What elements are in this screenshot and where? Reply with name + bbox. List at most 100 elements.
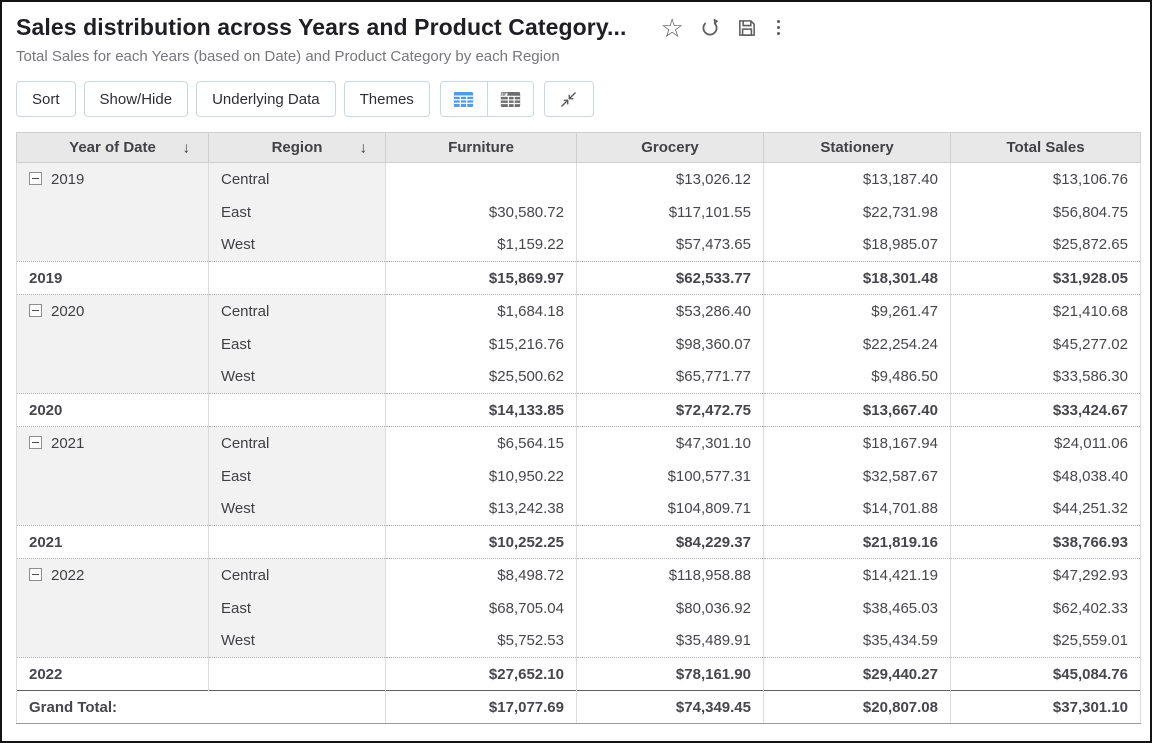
value-cell[interactable]: $38,465.03 (763, 591, 951, 625)
value-cell[interactable]: $53,286.40 (576, 294, 764, 328)
value-cell[interactable]: $9,486.50 (763, 360, 951, 394)
value-cell[interactable]: $25,559.01 (950, 624, 1141, 658)
underlying-data-button[interactable]: Underlying Data (196, 81, 336, 117)
year-cell[interactable]: 2021 (16, 426, 209, 460)
value-cell[interactable]: $21,819.16 (763, 525, 951, 559)
value-cell[interactable]: $118,958.88 (576, 558, 764, 592)
refresh-icon[interactable] (699, 17, 721, 39)
pivot-view-button[interactable] (486, 82, 533, 116)
region-cell[interactable]: East (208, 591, 386, 625)
value-cell[interactable]: $15,216.76 (385, 327, 577, 361)
value-cell[interactable]: $9,261.47 (763, 294, 951, 328)
value-cell[interactable]: $56,804.75 (950, 195, 1141, 229)
column-header-year-of-date[interactable]: Year of Date ↓ (16, 132, 209, 163)
value-cell[interactable]: $38,766.93 (950, 525, 1141, 559)
column-header-furniture[interactable]: Furniture (385, 132, 577, 163)
value-cell[interactable]: $22,731.98 (763, 195, 951, 229)
region-cell[interactable]: East (208, 195, 386, 229)
favorite-star-icon[interactable]: ☆ (660, 12, 684, 43)
region-cell[interactable]: West (208, 360, 386, 394)
value-cell[interactable]: $18,985.07 (763, 228, 951, 262)
column-header-total-sales[interactable]: Total Sales (950, 132, 1141, 163)
value-cell[interactable]: $72,472.75 (576, 393, 764, 427)
value-cell[interactable]: $13,106.76 (950, 162, 1141, 196)
value-cell[interactable]: $100,577.31 (576, 459, 764, 493)
more-options-kebab-icon[interactable] (773, 19, 784, 36)
value-cell[interactable]: $48,038.40 (950, 459, 1141, 493)
value-cell[interactable]: $37,301.10 (950, 690, 1141, 724)
value-cell[interactable]: $45,084.76 (950, 657, 1141, 691)
value-cell[interactable]: $47,301.10 (576, 426, 764, 460)
value-cell[interactable]: $13,242.38 (385, 492, 577, 526)
value-cell[interactable]: $62,402.33 (950, 591, 1141, 625)
value-cell[interactable]: $25,872.65 (950, 228, 1141, 262)
collapse-minus-icon[interactable] (29, 567, 42, 581)
year-cell[interactable]: 2019 (16, 162, 209, 196)
value-cell[interactable]: $104,809.71 (576, 492, 764, 526)
value-cell[interactable]: $45,277.02 (950, 327, 1141, 361)
value-cell[interactable]: $25,500.62 (385, 360, 577, 394)
value-cell[interactable]: $74,349.45 (576, 690, 764, 724)
value-cell[interactable]: $1,159.22 (385, 228, 577, 262)
region-cell[interactable]: West (208, 624, 386, 658)
value-cell[interactable]: $1,684.18 (385, 294, 577, 328)
collapse-minus-icon[interactable] (29, 435, 42, 449)
sort-button[interactable]: Sort (16, 81, 76, 117)
region-cell[interactable]: East (208, 327, 386, 361)
collapse-minus-icon[interactable] (29, 171, 42, 185)
value-cell[interactable]: $68,705.04 (385, 591, 577, 625)
year-cell[interactable]: 2020 (16, 294, 209, 328)
collapse-all-button[interactable] (543, 81, 594, 117)
collapse-minus-icon[interactable] (29, 303, 42, 317)
themes-button[interactable]: Themes (343, 81, 430, 117)
value-cell[interactable]: $14,701.88 (763, 492, 951, 526)
value-cell[interactable]: $44,251.32 (950, 492, 1141, 526)
value-cell[interactable]: $17,077.69 (385, 690, 577, 724)
value-cell[interactable]: $22,254.24 (763, 327, 951, 361)
value-cell[interactable]: $98,360.07 (576, 327, 764, 361)
value-cell[interactable]: $6,564.15 (385, 426, 577, 460)
value-cell[interactable]: $13,667.40 (763, 393, 951, 427)
value-cell[interactable]: $13,187.40 (763, 162, 951, 196)
value-cell[interactable]: $13,026.12 (576, 162, 764, 196)
sort-descending-icon[interactable]: ↓ (182, 139, 191, 156)
value-cell[interactable]: $14,421.19 (763, 558, 951, 592)
value-cell[interactable]: $20,807.08 (763, 690, 951, 724)
table-view-button[interactable] (440, 82, 487, 116)
show-hide-button[interactable]: Show/Hide (83, 81, 189, 117)
value-cell[interactable]: $21,410.68 (950, 294, 1141, 328)
value-cell[interactable]: $62,533.77 (576, 261, 764, 295)
value-cell[interactable]: $27,652.10 (385, 657, 577, 691)
year-cell[interactable]: 2022 (16, 558, 209, 592)
value-cell[interactable]: $8,498.72 (385, 558, 577, 592)
value-cell[interactable]: $33,586.30 (950, 360, 1141, 394)
region-cell[interactable]: Central (208, 294, 386, 328)
value-cell[interactable] (385, 162, 577, 196)
value-cell[interactable]: $5,752.53 (385, 624, 577, 658)
value-cell[interactable]: $29,440.27 (763, 657, 951, 691)
region-cell[interactable]: West (208, 492, 386, 526)
value-cell[interactable]: $14,133.85 (385, 393, 577, 427)
value-cell[interactable]: $31,928.05 (950, 261, 1141, 295)
value-cell[interactable]: $35,489.91 (576, 624, 764, 658)
region-cell[interactable]: Central (208, 162, 386, 196)
column-header-grocery[interactable]: Grocery (576, 132, 764, 163)
value-cell[interactable]: $33,424.67 (950, 393, 1141, 427)
value-cell[interactable]: $78,161.90 (576, 657, 764, 691)
value-cell[interactable]: $32,587.67 (763, 459, 951, 493)
value-cell[interactable]: $15,869.97 (385, 261, 577, 295)
value-cell[interactable]: $57,473.65 (576, 228, 764, 262)
value-cell[interactable]: $18,167.94 (763, 426, 951, 460)
region-cell[interactable]: Central (208, 558, 386, 592)
column-header-region[interactable]: Region ↓ (208, 132, 386, 163)
region-cell[interactable]: Central (208, 426, 386, 460)
value-cell[interactable]: $24,011.06 (950, 426, 1141, 460)
value-cell[interactable]: $10,252.25 (385, 525, 577, 559)
value-cell[interactable]: $18,301.48 (763, 261, 951, 295)
value-cell[interactable]: $10,950.22 (385, 459, 577, 493)
sort-descending-icon[interactable]: ↓ (359, 139, 368, 156)
value-cell[interactable]: $80,036.92 (576, 591, 764, 625)
value-cell[interactable]: $65,771.77 (576, 360, 764, 394)
region-cell[interactable]: East (208, 459, 386, 493)
save-icon[interactable] (736, 17, 758, 39)
